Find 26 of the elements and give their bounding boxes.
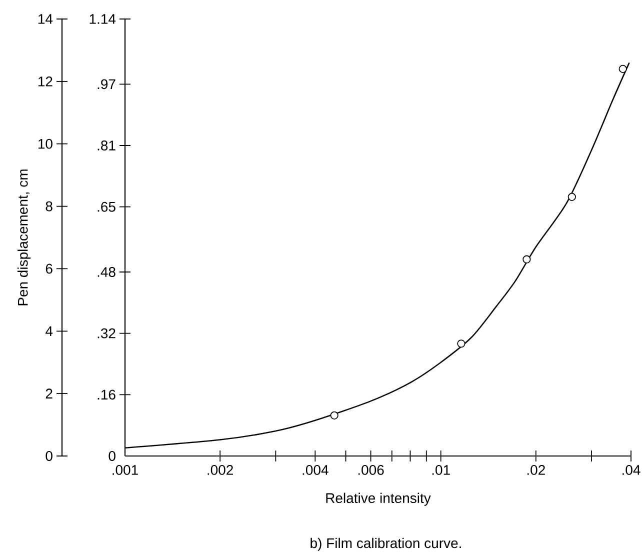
y-tick-label: 12 bbox=[38, 76, 52, 86]
x-tick-label: .002 bbox=[208, 465, 233, 475]
y-tick-label: 4 bbox=[46, 326, 53, 336]
y2-tick-label: .65 bbox=[98, 202, 116, 212]
y2-tick-label: 0 bbox=[108, 451, 116, 461]
y-tick-label: 10 bbox=[38, 138, 52, 149]
y2-tick-label: .81 bbox=[98, 140, 116, 150]
x-tick-label: .01 bbox=[432, 465, 450, 475]
y-tick-label: 0 bbox=[46, 451, 52, 461]
x-tick-label: .001 bbox=[112, 465, 138, 475]
y-tick-label: 6 bbox=[46, 264, 52, 274]
x-tick-label: .04 bbox=[622, 465, 640, 475]
x-axis-title: Relative intensity bbox=[326, 492, 431, 506]
y2-tick-label: .48 bbox=[98, 267, 116, 277]
x-tick-label: .006 bbox=[358, 465, 384, 475]
x-tick-label: .004 bbox=[302, 465, 328, 475]
y-tick-label: 2 bbox=[46, 388, 52, 398]
text: b) Film calibration curve. bbox=[310, 538, 461, 551]
y-tick-label: 8 bbox=[46, 201, 52, 212]
y-tick-label: 14 bbox=[38, 14, 53, 24]
y2-tick-label: .32 bbox=[98, 328, 116, 338]
x-tick-label: .02 bbox=[527, 465, 545, 475]
y-axis-title: Pen displacement, cm bbox=[18, 170, 31, 306]
y2-tick-label: .97 bbox=[98, 79, 116, 90]
y2-tick-label: .16 bbox=[98, 390, 116, 400]
y2-tick-label: 1.14 bbox=[90, 14, 116, 24]
